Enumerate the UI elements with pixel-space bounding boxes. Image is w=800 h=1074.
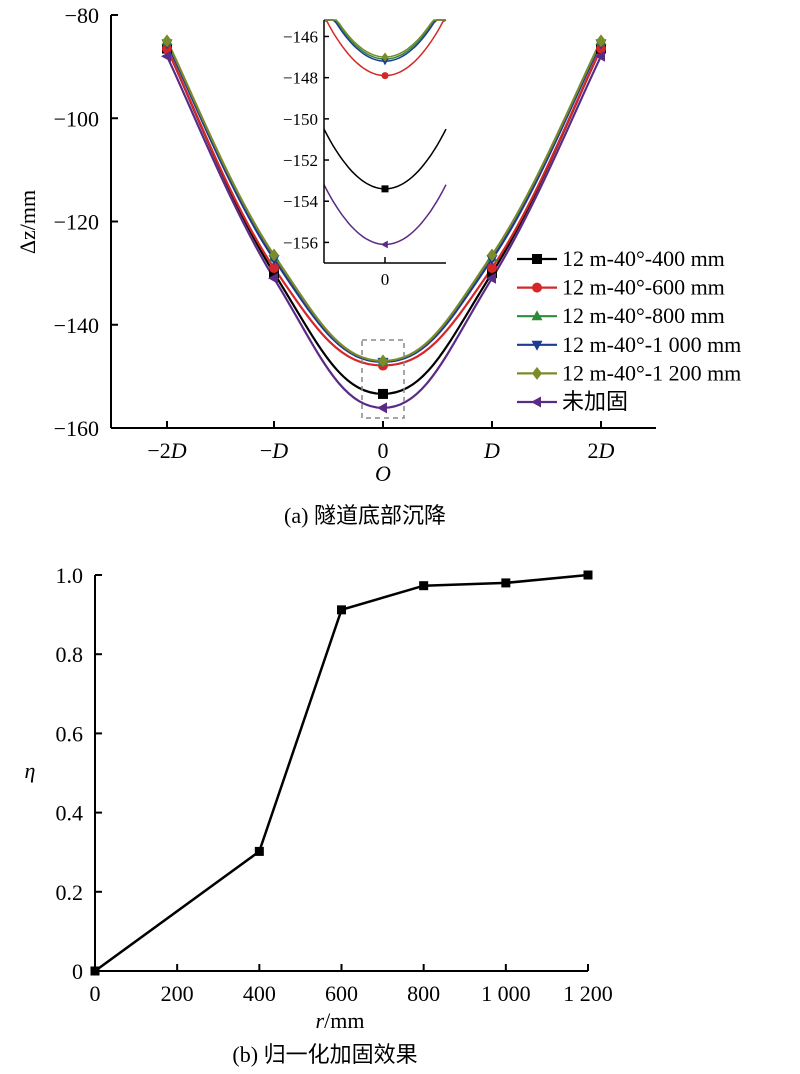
inset-series-1-point (381, 72, 389, 80)
inset-y-tick-label: −152 (283, 151, 318, 170)
settlement-markers (161, 34, 607, 414)
series-5-point-4 (595, 50, 605, 62)
series-0-point-2 (378, 388, 388, 399)
series-5-point-3 (486, 272, 496, 284)
series-4-point-2 (378, 354, 388, 368)
effect-point-3 (419, 581, 429, 591)
series-0-point-3 (487, 268, 497, 279)
x-tick-label: −D (260, 438, 288, 463)
series-5-point-1 (268, 272, 278, 284)
zoom-box (361, 339, 405, 419)
effect-line (94, 573, 589, 973)
b-x-tick-label: 1 000 (481, 981, 531, 1006)
x-axis-label: O (375, 461, 391, 486)
series-5-point-2 (377, 402, 387, 414)
x-tick-label: D (483, 438, 500, 463)
inset-y-tick-label: −146 (283, 27, 318, 46)
legend: 12 m-40°-400 mm 12 m-40°-600 mm 12 m-40°-8… (517, 246, 741, 414)
effect-point-1 (254, 846, 264, 856)
b-x-axis-label-var: r (316, 1008, 325, 1033)
inset-y-tick-label: −148 (283, 69, 318, 88)
effect-markers (90, 570, 593, 976)
legend-label-5: 未加固 (562, 389, 628, 414)
inset-plot: −146 −148 −150 −152 −154 −156 0 (283, 19, 447, 289)
series-1-point-3 (487, 262, 497, 273)
b-x-tick-label: 400 (243, 981, 276, 1006)
inset-y-tick-label: −156 (283, 233, 318, 252)
b-x-tick-label: 1 200 (563, 981, 613, 1006)
legend-marker-1 (532, 282, 542, 293)
inset-series-5-point (380, 240, 388, 249)
inset-series-4-point (381, 52, 389, 62)
b-x-tick-label: 0 (90, 981, 101, 1006)
y-axis-ticks: −80 −100 −120 −140 −160 (54, 3, 118, 441)
x-tick-label: 0 (378, 438, 389, 463)
b-x-axis-ticks: 0 200 400 600 800 1 000 1 200 (90, 964, 613, 1006)
x-axis-ticks: −2D −D 0 D 2D (147, 421, 615, 463)
legend-marker-3 (531, 340, 543, 351)
series-0-point-1 (269, 268, 279, 279)
b-y-tick-label: 0 (72, 959, 83, 984)
series-5-point-0 (161, 50, 171, 62)
legend-label-0: 12 m-40°-400 mm (562, 246, 725, 271)
b-y-tick-label: 0.8 (56, 642, 84, 667)
normalized-effect-chart: 0 0.2 0.4 0.6 0.8 1.0 0 200 400 600 800 1 000 1 200… (25, 563, 613, 1067)
b-x-tick-label: 800 (407, 981, 440, 1006)
effect-point-4 (501, 578, 511, 588)
caption-a: (a) 隧道底部沉降 (284, 503, 446, 528)
b-x-tick-label: 600 (325, 981, 358, 1006)
legend-marker-0 (532, 254, 542, 264)
series-1-point-1 (269, 262, 279, 273)
b-x-tick-label: 200 (161, 981, 194, 1006)
series-4-point-1 (269, 248, 279, 262)
b-y-axis-ticks: 0 0.2 0.4 0.6 0.8 1.0 (56, 563, 102, 984)
series-4-point-3 (487, 248, 497, 262)
x-tick-label: 2D (588, 438, 615, 463)
inset-y-tick-label: −150 (283, 110, 318, 129)
legend-marker-2 (531, 310, 543, 321)
inset-series-0-point (381, 185, 389, 193)
effect-point-5 (583, 570, 593, 580)
inset-x-tick-label: 0 (381, 270, 390, 289)
b-x-axis-label-unit: /mm (324, 1008, 364, 1033)
b-y-tick-label: 1.0 (56, 563, 84, 588)
b-y-tick-label: 0.2 (56, 880, 84, 905)
x-tick-label: −2D (147, 438, 186, 463)
b-x-axis-label: r/mm (316, 1008, 365, 1033)
inset-y-tick-label: −154 (283, 192, 319, 211)
inset-series-3-point (381, 58, 389, 66)
y-axis-label: Δz/mm (15, 190, 40, 254)
series-4-point-0 (162, 34, 172, 48)
y-tick-label: −160 (54, 416, 99, 441)
legend-label-2: 12 m-40°-800 mm (562, 303, 725, 328)
y-tick-label: −120 (54, 210, 99, 235)
caption-b: (b) 归一化加固效果 (232, 1042, 417, 1067)
legend-marker-4 (532, 366, 542, 380)
inset-markers (380, 52, 389, 249)
series-4-point-4 (596, 34, 606, 48)
legend-label-1: 12 m-40°-600 mm (562, 275, 725, 300)
y-tick-label: −140 (54, 313, 99, 338)
effect-point-2 (337, 605, 346, 615)
b-y-tick-label: 0.4 (56, 801, 84, 826)
y-tick-label: −80 (65, 3, 99, 28)
legend-label-4: 12 m-40°-1 200 mm (562, 360, 741, 385)
legend-marker-5 (531, 396, 541, 408)
y-tick-label: −100 (54, 106, 99, 131)
inset-y-ticks: −146 −148 −150 −152 −154 −156 (283, 27, 329, 252)
legend-label-3: 12 m-40°-1 000 mm (562, 332, 741, 357)
settlement-chart: −80 −100 −120 −140 −160 −2D −D 0 D 2D Δz/mm O (a… (15, 3, 741, 528)
b-y-tick-label: 0.6 (56, 721, 84, 746)
effect-series-line (94, 573, 589, 973)
b-y-axis-label: η (25, 758, 36, 783)
